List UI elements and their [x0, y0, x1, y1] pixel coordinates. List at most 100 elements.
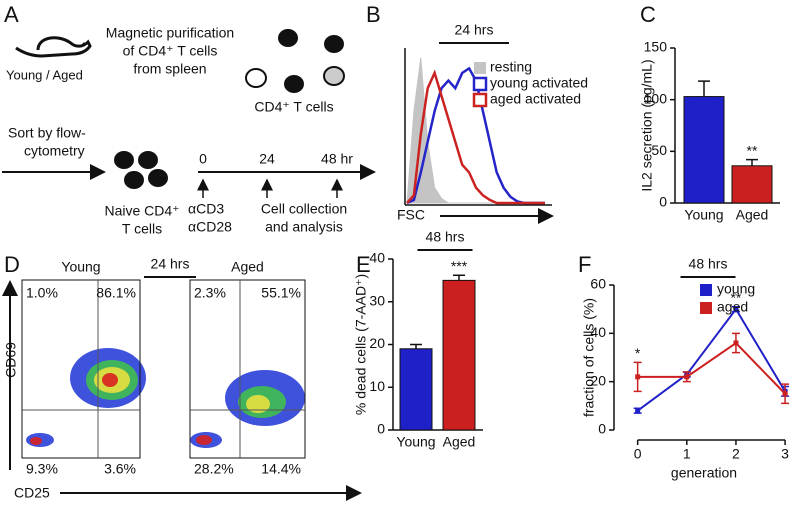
y-axis-label: IL2 secretion (pg/mL)	[639, 59, 655, 191]
cell	[278, 29, 298, 47]
legend-swatch	[700, 302, 712, 314]
cell	[324, 35, 344, 53]
panel-label: C	[640, 2, 656, 27]
panel-label: F	[578, 252, 591, 277]
x-tick-label: 0	[634, 446, 642, 462]
legend-label: aged activated	[490, 91, 581, 107]
line	[637, 341, 786, 395]
diagram-text: cytometry	[24, 143, 85, 159]
density-blob	[102, 373, 118, 387]
y-tick-label: 50	[651, 142, 667, 158]
chart-title: 24 hrs	[455, 22, 494, 38]
diagram-text: αCD3	[188, 201, 224, 217]
legend-swatch	[474, 62, 486, 74]
x-axis-label: FSC	[397, 207, 425, 223]
panel-label: B	[366, 2, 381, 27]
marker	[733, 340, 739, 346]
legend-label: resting	[490, 59, 532, 75]
cell	[245, 68, 267, 88]
y-tick-label: 30	[369, 292, 385, 308]
x-tick-label: Young	[396, 434, 435, 450]
mouse-eye	[82, 42, 86, 46]
chart-title: 24 hrs	[151, 256, 190, 272]
density-blob	[30, 437, 42, 445]
error-bar	[698, 80, 710, 97]
bar	[731, 165, 773, 204]
y-axis-label: % dead cells (7-AAD⁺)	[353, 274, 369, 415]
y-tick-label: 0	[659, 194, 667, 210]
diagram-text: from spleen	[133, 61, 206, 77]
y-tick-label: 60	[590, 276, 606, 292]
chart-title: 48 hrs	[426, 229, 465, 245]
error-bar	[453, 274, 465, 281]
annotation: **	[747, 142, 758, 158]
quadrant-label: 9.3%	[26, 461, 58, 477]
x-tick-label: 2	[732, 446, 740, 462]
annotation: ***	[451, 258, 468, 274]
diagram-text: CD4⁺ T cells	[254, 99, 333, 115]
diagram-text: Sort by flow-	[8, 125, 86, 141]
line	[406, 69, 545, 205]
quadrant-label: 1.0%	[26, 285, 58, 301]
diagram-text: and analysis	[265, 219, 343, 235]
density-blob	[196, 435, 212, 445]
x-tick-label: Young	[684, 207, 723, 223]
diagram-text: 24	[259, 151, 275, 167]
panel-label: D	[4, 252, 20, 277]
y-axis-label: fraction of cells (%)	[581, 298, 597, 417]
marker	[733, 306, 739, 312]
diagram-text: αCD28	[188, 219, 232, 235]
plot-frame	[21, 279, 141, 459]
marker	[635, 374, 641, 380]
cell	[148, 169, 168, 187]
line	[637, 307, 786, 412]
y-tick-label: 20	[369, 335, 385, 351]
annotation: **	[730, 289, 741, 305]
legend-label: aged	[717, 299, 748, 315]
diagram-text: Young / Aged	[6, 67, 83, 82]
diagram-text: Magnetic purification	[106, 25, 234, 41]
diagram-text: Naive CD4⁺	[104, 203, 179, 219]
legend-swatch	[472, 92, 488, 108]
diagram: Young / Aged Magnetic purification of CD…	[2, 25, 376, 237]
panel-title: Young	[61, 259, 100, 275]
panel-title: Aged	[231, 259, 264, 275]
y-tick-label: 0	[377, 421, 385, 437]
panel-label: E	[356, 252, 371, 277]
marker	[782, 391, 788, 397]
y-axis-label: CD69	[3, 342, 19, 378]
cell	[124, 171, 144, 189]
bar	[399, 348, 433, 431]
quadrant-label: 55.1%	[261, 285, 301, 301]
marker	[635, 408, 641, 414]
y-tick-label: 150	[644, 39, 668, 55]
diagram-text: T cells	[122, 221, 162, 237]
cell	[284, 75, 304, 93]
cell	[114, 151, 134, 169]
y-tick-label: 0	[598, 421, 606, 437]
quadrant-label: 14.4%	[261, 461, 301, 477]
diagram-text: 48 hr	[321, 151, 353, 167]
annotation: *	[635, 345, 641, 361]
quadrant-label: 3.6%	[104, 461, 136, 477]
bar	[683, 96, 725, 204]
y-tick-label: 20	[590, 372, 606, 388]
marker	[684, 374, 690, 380]
panel-labels: A B C D E F	[4, 2, 656, 277]
y-tick-label: 10	[369, 378, 385, 394]
x-tick-label: 3	[781, 446, 789, 462]
diagram-text: 0	[199, 151, 207, 167]
density-blob	[246, 395, 270, 413]
legend-label: young activated	[490, 75, 588, 91]
y-tick-label: 100	[644, 90, 668, 106]
bar	[442, 279, 476, 431]
diagram-text: of CD4⁺ T cells	[123, 43, 218, 59]
x-tick-label: Aged	[736, 207, 769, 223]
legend-label: young	[717, 281, 755, 297]
error-bar	[746, 158, 758, 166]
cell	[138, 151, 158, 169]
y-tick-label: 40	[590, 324, 606, 340]
x-axis-label: generation	[671, 465, 737, 481]
plot-frame	[189, 279, 306, 459]
